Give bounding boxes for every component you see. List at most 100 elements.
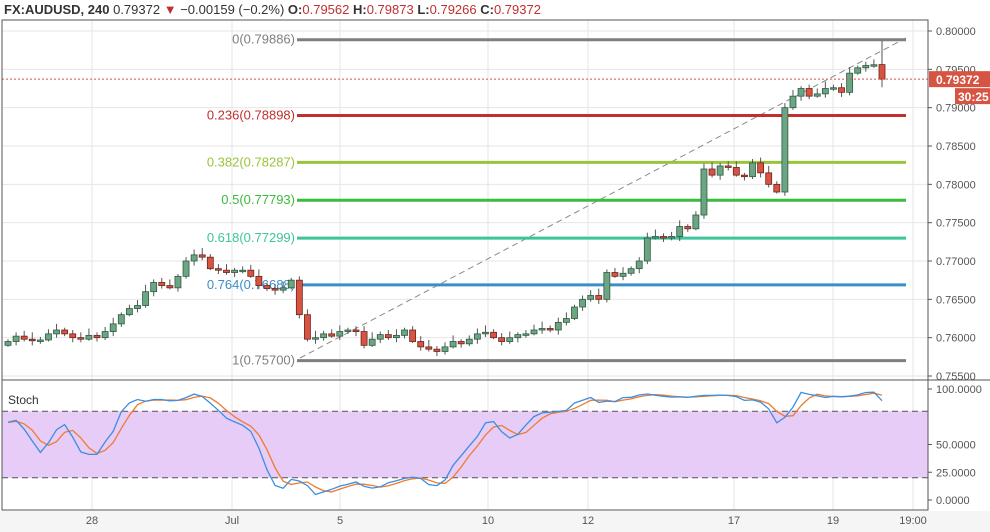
candle-body — [417, 341, 425, 348]
time-axis-label: 12 — [582, 515, 594, 527]
candle — [660, 233, 667, 242]
candle-body — [449, 341, 457, 348]
last-price-tag-label: 0.79372 — [936, 73, 980, 87]
candle — [45, 329, 52, 342]
candle-body — [749, 162, 756, 178]
candle-body — [571, 306, 578, 319]
candle — [344, 327, 352, 334]
symbol-header: FX:AUDUSD, 240 0.79372 ▼ −0.00159 (−0.2%… — [4, 2, 541, 17]
candle — [61, 327, 69, 337]
candle — [838, 83, 845, 97]
candle-body — [676, 226, 684, 237]
candle — [781, 103, 789, 196]
candle — [757, 157, 765, 178]
candle-body — [190, 254, 198, 262]
price-tick-label: 0.76500 — [936, 294, 976, 306]
chart-frame — [1, 19, 929, 511]
candle-body — [692, 214, 700, 230]
last-price-tag — [929, 71, 990, 88]
candle — [749, 159, 756, 179]
candle — [482, 325, 489, 337]
candle — [417, 336, 425, 351]
candle — [595, 288, 603, 304]
time-axis-label: 28 — [86, 515, 98, 527]
candle-body — [490, 331, 497, 339]
candle-body — [724, 165, 732, 168]
candle — [134, 300, 141, 313]
candle-body — [376, 334, 384, 340]
candle-body — [320, 333, 328, 339]
stoch-label: Stoch — [8, 393, 39, 407]
candle-body — [360, 331, 368, 346]
candle — [603, 269, 611, 303]
candle — [117, 312, 125, 327]
candle-body — [765, 172, 773, 185]
candle — [538, 321, 546, 334]
candle-body — [506, 337, 514, 342]
close-label: C: — [480, 2, 494, 17]
high-label: H: — [353, 2, 367, 17]
candle — [101, 326, 109, 340]
close-value: 0.79372 — [493, 2, 541, 17]
candle — [579, 295, 586, 311]
candle-body — [482, 331, 489, 335]
time-axis-label: 10 — [482, 515, 494, 527]
candle — [870, 59, 878, 68]
candle — [805, 84, 813, 100]
candle-body — [20, 335, 28, 340]
candle-body — [530, 329, 538, 335]
candle — [295, 276, 303, 319]
candle — [336, 325, 344, 340]
stoch-tick-label: 0.0000 — [936, 495, 970, 507]
candle-body — [409, 329, 417, 342]
price-change: −0.00159 (−0.2%) — [180, 2, 285, 17]
candle — [20, 330, 28, 342]
candle — [684, 224, 692, 232]
stoch-tick-label: 25.0000 — [936, 467, 976, 479]
candle — [571, 304, 578, 321]
candle — [821, 81, 829, 98]
candle-body — [514, 334, 522, 339]
candle-body — [166, 285, 174, 289]
candle — [409, 326, 417, 344]
candle-body — [838, 87, 845, 93]
candle-body — [109, 323, 117, 332]
candle-body — [279, 287, 287, 291]
candle — [854, 65, 862, 75]
candle-body — [562, 318, 570, 323]
candle — [77, 332, 85, 343]
candle-body — [231, 269, 238, 273]
high-value: 0.79873 — [366, 2, 414, 17]
candle-body — [312, 337, 319, 340]
candle — [279, 281, 287, 294]
candle — [190, 249, 198, 266]
candle — [554, 317, 562, 335]
candle-body — [660, 236, 667, 239]
fib-level-label: 0.618(0.77299) — [207, 230, 295, 245]
candle-body — [239, 269, 247, 273]
fib-trend-line — [299, 37, 907, 359]
candle — [271, 284, 279, 295]
candle-body — [805, 88, 813, 97]
candle — [506, 331, 514, 344]
candle — [255, 269, 263, 290]
candle-body — [522, 333, 530, 336]
stoch-tick-label: 50.0000 — [936, 440, 976, 452]
candle — [619, 267, 627, 281]
fib-level-label: 0.236(0.78898) — [207, 107, 295, 122]
stoch-band — [2, 411, 928, 478]
candle — [215, 264, 222, 275]
candle-body — [830, 87, 837, 90]
fib-level-label: 1(0.75700) — [232, 353, 295, 368]
candle — [401, 327, 408, 339]
candle-body — [295, 279, 303, 316]
candle-body — [344, 329, 352, 332]
candle — [611, 267, 619, 278]
candle — [53, 323, 60, 338]
candle — [732, 161, 740, 177]
candle — [231, 267, 238, 278]
candle — [635, 257, 643, 274]
candle — [376, 331, 384, 344]
candle-body — [304, 314, 311, 340]
